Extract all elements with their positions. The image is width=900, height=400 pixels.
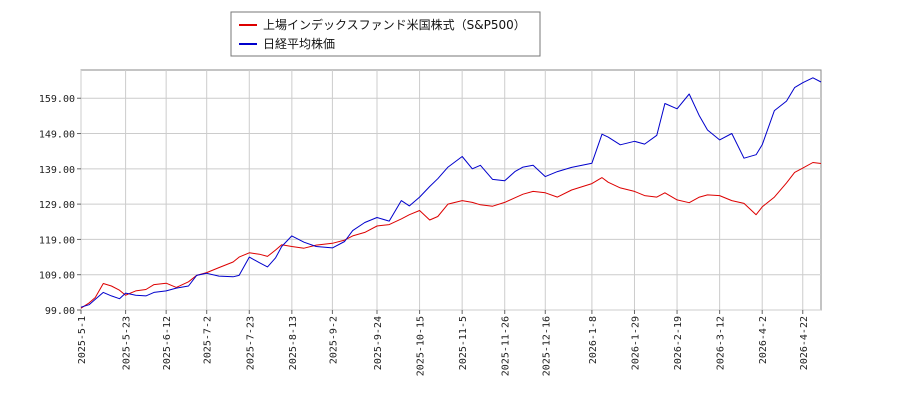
axes: 99.00 109.00 119.00 129.00 139.00 149.00 159.0… bbox=[39, 94, 810, 376]
x-tick-label: 2025-7-2 bbox=[203, 316, 214, 364]
y-tick-label: 119.00 bbox=[39, 235, 75, 246]
grid bbox=[80, 69, 822, 311]
y-tick-label: 109.00 bbox=[39, 271, 75, 282]
x-tick-label: 2026-2-19 bbox=[673, 316, 684, 370]
legend-box bbox=[230, 11, 541, 57]
x-tick-label: 2025-12-16 bbox=[541, 316, 552, 376]
x-tick-label: 2025-11-5 bbox=[458, 316, 469, 370]
series-line-0 bbox=[80, 162, 822, 309]
series bbox=[80, 77, 822, 309]
x-tick-label: 2026-4-2 bbox=[758, 316, 769, 364]
y-tick-label: 149.00 bbox=[39, 130, 75, 141]
x-tick-label: 2026-3-12 bbox=[716, 316, 727, 370]
x-tick-label: 2025-5-23 bbox=[122, 316, 133, 370]
y-tick-label: 159.00 bbox=[39, 94, 75, 105]
y-tick-label: 139.00 bbox=[39, 165, 75, 176]
x-tick-label: 2026-1-29 bbox=[630, 316, 641, 370]
x-tick-label: 2025-9-24 bbox=[373, 316, 384, 370]
x-tick-label: 2025-6-12 bbox=[162, 316, 173, 370]
legend-label-1: 日経平均株価 bbox=[263, 36, 335, 51]
legend-label-0: 上場インデックスファンド米国株式（S&P500） bbox=[263, 17, 526, 32]
x-tick-label: 2025-7-23 bbox=[245, 316, 256, 370]
x-tick-label: 2025-8-13 bbox=[288, 316, 299, 370]
legend: 上場インデックスファンド米国株式（S&P500） 日経平均株価 bbox=[230, 11, 541, 57]
series-line-1 bbox=[80, 77, 822, 308]
x-tick-label: 2025-5-1 bbox=[77, 316, 88, 364]
plot-area bbox=[80, 69, 822, 311]
x-tick-label: 2025-11-26 bbox=[501, 316, 512, 376]
x-tick-label: 2026-1-8 bbox=[588, 316, 599, 364]
x-tick-label: 2025-10-15 bbox=[416, 316, 427, 376]
x-tick-label: 2026-4-22 bbox=[799, 316, 810, 370]
y-tick-label: 129.00 bbox=[39, 200, 75, 211]
x-tick-label: 2025-9-2 bbox=[328, 316, 339, 364]
y-tick-label: 99.00 bbox=[45, 306, 75, 317]
